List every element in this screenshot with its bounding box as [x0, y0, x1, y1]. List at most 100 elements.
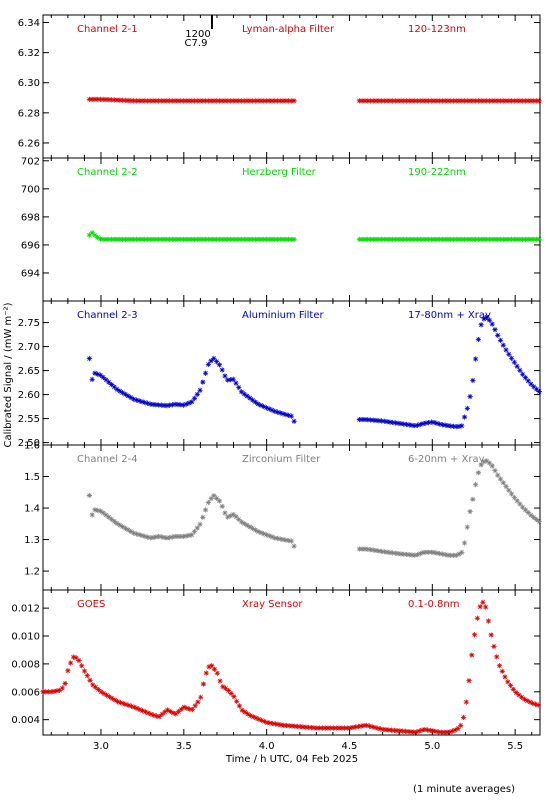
- data-point: [448, 98, 454, 104]
- data-point: [158, 98, 164, 104]
- y-tick-label: 0.008: [11, 659, 40, 670]
- data-point: [392, 420, 398, 426]
- plot-frame: [42, 157, 541, 302]
- data-point: [511, 359, 517, 365]
- y-tick-label: 1.4: [24, 504, 40, 515]
- data-point: [219, 236, 225, 242]
- data-point: [359, 98, 365, 104]
- data-point: [142, 236, 148, 242]
- data-point: [495, 98, 501, 104]
- data-point: [370, 547, 376, 553]
- data-point: [453, 98, 459, 104]
- data-point: [528, 98, 534, 104]
- data-point: [398, 236, 404, 242]
- data-point: [484, 98, 490, 104]
- data-point: [191, 395, 198, 401]
- data-point: [437, 550, 443, 557]
- data-point: [100, 96, 106, 102]
- panel-1: 6.26 6.28 6.30 6.32 6.34 Channel 2-1 Lyman-alp…: [18, 14, 542, 159]
- data-point: [347, 725, 353, 731]
- data-point: [214, 670, 220, 676]
- data-point: [378, 548, 385, 554]
- data-point: [409, 98, 415, 104]
- data-point: [136, 236, 142, 242]
- data-point: [467, 509, 473, 515]
- data-point: [233, 98, 239, 104]
- averaging-note: (1 minute averages): [413, 784, 515, 795]
- data-point: [344, 725, 350, 731]
- data-point: [195, 699, 201, 705]
- data-point: [250, 714, 256, 720]
- data-point: [527, 699, 533, 705]
- data-point: [175, 708, 182, 715]
- data-point: [535, 702, 541, 708]
- data-point: [148, 711, 154, 717]
- data-point: [73, 655, 79, 661]
- data-point: [131, 98, 137, 104]
- data-point: [362, 236, 368, 242]
- data-point: [486, 98, 493, 104]
- data-point: [97, 508, 104, 514]
- data-point: [128, 236, 134, 242]
- data-point: [230, 98, 236, 104]
- data-point: [522, 98, 529, 104]
- data-point: [244, 522, 250, 528]
- data-point: [173, 711, 179, 717]
- data-point: [536, 98, 542, 104]
- data-point: [420, 98, 426, 104]
- data-point: [172, 533, 178, 540]
- data-point: [450, 236, 457, 242]
- data-point: [54, 688, 60, 694]
- data-point: [474, 615, 480, 621]
- band-label: 6-20nm + Xray: [408, 454, 485, 465]
- y-tick-label: 6.32: [18, 48, 40, 59]
- data-point: [119, 97, 126, 103]
- data-point: [79, 663, 85, 669]
- data-point: [98, 689, 104, 695]
- data-point: [500, 480, 506, 486]
- data-point: [200, 379, 206, 385]
- data-point: [406, 552, 412, 558]
- flare-annotation: 1200 C7.9: [185, 29, 211, 49]
- data-point: [328, 725, 334, 731]
- data-point: [489, 463, 495, 469]
- channel-label: Channel 2-1: [77, 24, 138, 35]
- data-point: [95, 507, 101, 514]
- data-point: [376, 98, 382, 104]
- data-point: [139, 532, 145, 539]
- data-point: [473, 482, 479, 488]
- data-point: [453, 236, 459, 242]
- plot-frame: [42, 300, 541, 446]
- data-point: [431, 236, 437, 242]
- data-point: [217, 678, 223, 684]
- y-tick-label: 6.30: [18, 78, 40, 89]
- data-point: [448, 423, 454, 429]
- data-point: [373, 417, 379, 424]
- data-point: [167, 534, 173, 541]
- data-point: [100, 510, 106, 516]
- data-point: [412, 98, 418, 104]
- data-point: [303, 724, 309, 730]
- data-point: [194, 525, 200, 531]
- data-point: [356, 236, 363, 242]
- data-point: [484, 236, 490, 242]
- data-point: [230, 236, 236, 242]
- data-point: [111, 518, 117, 524]
- data-point: [439, 236, 446, 242]
- data-point: [192, 703, 198, 709]
- data-point: [272, 98, 278, 104]
- data-point: [517, 367, 523, 373]
- data-point: [208, 496, 214, 502]
- data-point: [214, 98, 220, 104]
- data-point: [216, 236, 223, 242]
- data-point: [414, 422, 421, 428]
- data-point: [353, 724, 359, 730]
- data-point: [62, 680, 68, 687]
- data-point: [495, 472, 501, 478]
- data-point: [506, 351, 512, 357]
- data-point: [225, 236, 231, 242]
- data-point: [197, 98, 203, 104]
- data-point: [373, 547, 379, 554]
- data-point: [95, 234, 101, 241]
- data-point: [524, 698, 530, 704]
